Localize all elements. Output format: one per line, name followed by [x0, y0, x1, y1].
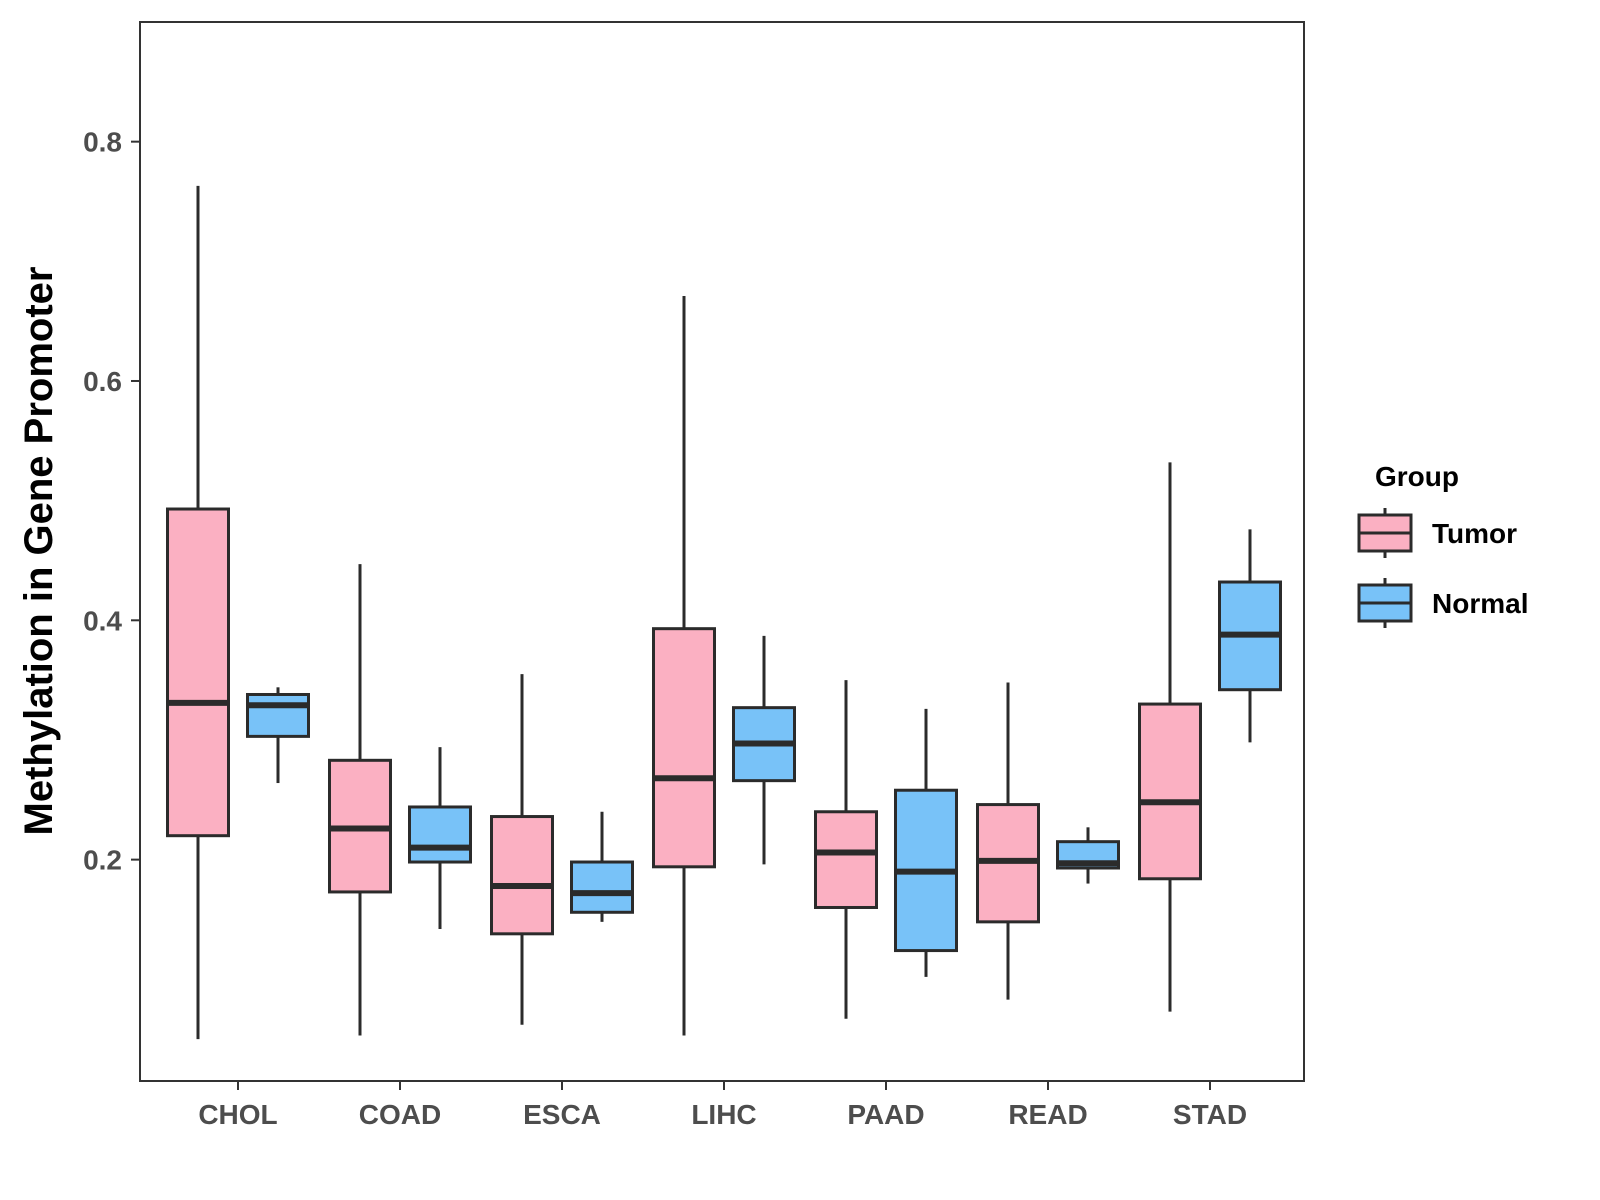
box-normal-stad — [1218, 529, 1282, 743]
y-tick-label: 0.6 — [83, 366, 122, 397]
legend-entry-normal: Normal — [1357, 578, 1528, 628]
box-iqr — [814, 810, 878, 909]
box-tumor-stad — [1138, 462, 1202, 1012]
x-tick-label: STAD — [1173, 1099, 1247, 1130]
box-normal-paad — [894, 708, 958, 977]
box-iqr — [652, 627, 716, 869]
box-normal-esca — [570, 811, 634, 922]
y-axis-title: Methylation in Gene Promoter — [17, 267, 61, 836]
x-tick-label: ESCA — [523, 1099, 601, 1130]
box-iqr — [408, 805, 472, 864]
box-tumor-chol — [166, 185, 230, 1040]
box-iqr — [166, 507, 230, 838]
box-normal-chol — [246, 687, 310, 784]
plot-panel — [139, 21, 1305, 1082]
legend-entry-tumor: Tumor — [1357, 508, 1517, 558]
box-tumor-lihc — [652, 296, 716, 1036]
x-tick-label: LIHC — [691, 1099, 756, 1130]
box-normal-lihc — [732, 635, 796, 865]
y-axis: 0.2 0.4 0.6 0.8 — [83, 127, 140, 876]
y-tick-label: 0.4 — [83, 605, 122, 636]
plot-marks — [166, 185, 1282, 1040]
box-iqr — [490, 815, 554, 936]
legend: Group Tumor Normal — [1357, 461, 1528, 628]
x-tick-label: READ — [1008, 1099, 1087, 1130]
box-iqr — [1138, 702, 1202, 881]
box-iqr — [570, 860, 634, 914]
legend-label: Tumor — [1432, 518, 1517, 549]
x-tick-label: CHOL — [198, 1099, 277, 1130]
x-tick-label: PAAD — [847, 1099, 924, 1130]
box-tumor-coad — [328, 564, 392, 1036]
box-normal-read — [1056, 827, 1120, 884]
legend-label: Normal — [1432, 588, 1528, 619]
box-iqr — [246, 692, 310, 738]
box-normal-coad — [408, 747, 472, 930]
box-tumor-read — [976, 682, 1040, 1000]
legend-title: Group — [1375, 461, 1459, 492]
x-axis: CHOL COAD ESCA LIHC PAAD READ STAD — [198, 1081, 1247, 1130]
box-tumor-esca — [490, 674, 554, 1025]
y-tick-label: 0.2 — [83, 845, 122, 876]
box-tumor-paad — [814, 680, 878, 1019]
x-tick-label: COAD — [359, 1099, 441, 1130]
y-tick-label: 0.8 — [83, 127, 122, 158]
